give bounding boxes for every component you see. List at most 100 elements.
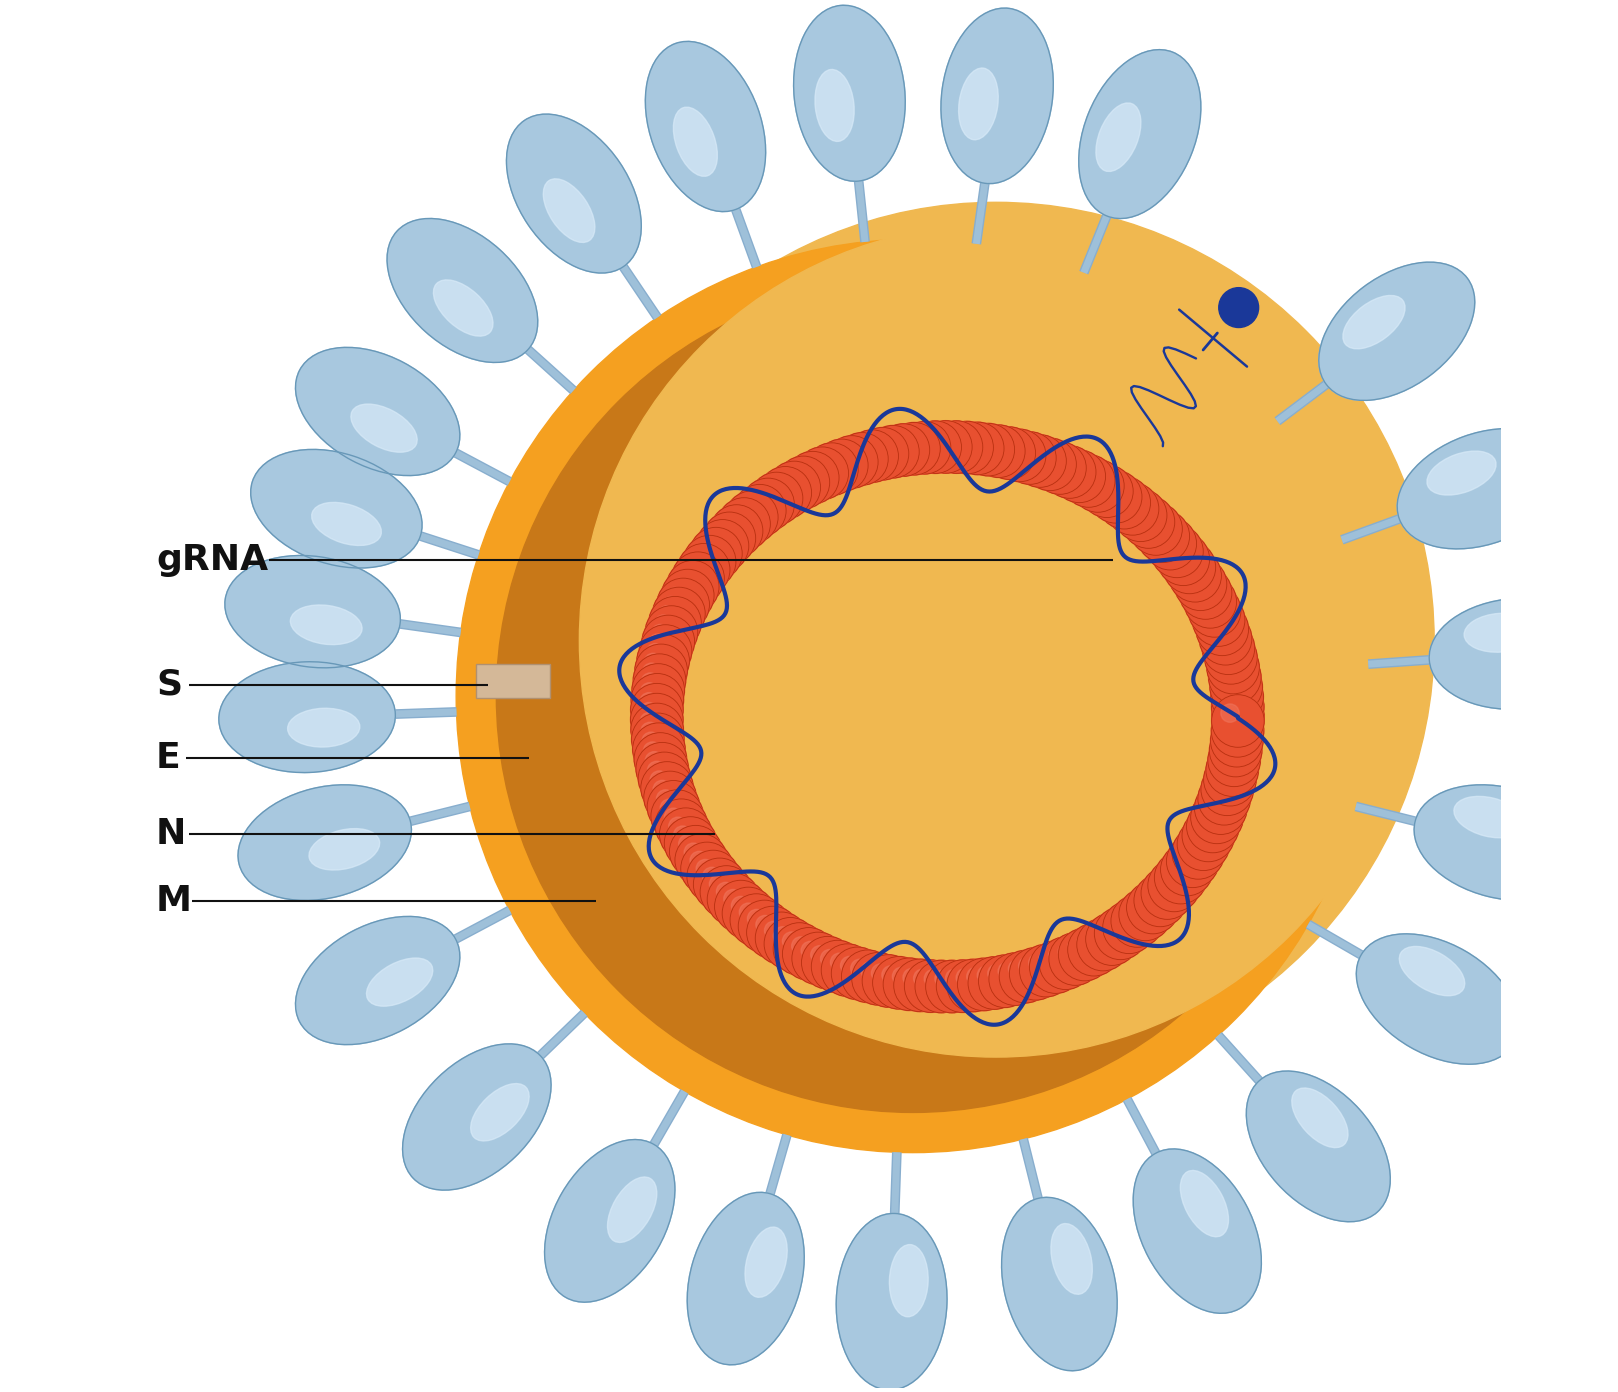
Circle shape — [1197, 594, 1217, 612]
Circle shape — [1146, 519, 1165, 537]
Circle shape — [712, 521, 731, 540]
Circle shape — [660, 799, 678, 817]
Circle shape — [568, 330, 1283, 1044]
Circle shape — [870, 654, 955, 738]
Ellipse shape — [837, 1214, 947, 1391]
Ellipse shape — [1002, 1197, 1116, 1371]
Circle shape — [570, 220, 1416, 1065]
Circle shape — [678, 835, 697, 853]
Circle shape — [1210, 661, 1262, 714]
Circle shape — [1086, 913, 1137, 966]
Circle shape — [681, 842, 733, 895]
Circle shape — [846, 430, 898, 483]
Circle shape — [722, 887, 775, 940]
Circle shape — [604, 356, 1256, 1011]
Circle shape — [872, 956, 925, 1009]
Circle shape — [1129, 503, 1183, 555]
Circle shape — [646, 390, 1225, 969]
Circle shape — [940, 422, 993, 473]
Circle shape — [845, 441, 864, 461]
Circle shape — [880, 572, 1050, 741]
Circle shape — [671, 551, 725, 604]
Circle shape — [963, 423, 1014, 476]
Circle shape — [1212, 704, 1264, 757]
Circle shape — [689, 852, 709, 870]
Circle shape — [744, 468, 1152, 876]
Circle shape — [853, 550, 1071, 768]
Circle shape — [862, 955, 914, 1008]
Circle shape — [781, 496, 1125, 838]
Ellipse shape — [1095, 103, 1141, 171]
Circle shape — [631, 379, 1235, 983]
Circle shape — [746, 906, 799, 959]
Circle shape — [1217, 743, 1236, 761]
Circle shape — [1115, 489, 1167, 541]
Circle shape — [971, 433, 990, 451]
Circle shape — [809, 516, 1102, 810]
Circle shape — [788, 501, 1118, 831]
Circle shape — [751, 487, 770, 505]
Circle shape — [1209, 724, 1262, 777]
Circle shape — [1186, 827, 1205, 845]
Circle shape — [563, 212, 1424, 1072]
Ellipse shape — [1052, 1224, 1092, 1295]
Ellipse shape — [403, 1044, 552, 1190]
Ellipse shape — [688, 1193, 804, 1364]
Circle shape — [1039, 949, 1057, 969]
Circle shape — [760, 479, 1139, 859]
Circle shape — [649, 633, 667, 653]
Circle shape — [456, 239, 1369, 1153]
Circle shape — [650, 337, 1291, 977]
Circle shape — [1186, 800, 1239, 853]
Ellipse shape — [225, 555, 400, 668]
Circle shape — [725, 440, 1183, 898]
Circle shape — [1123, 496, 1175, 548]
Circle shape — [1157, 869, 1175, 887]
Ellipse shape — [296, 348, 460, 476]
Ellipse shape — [218, 661, 395, 773]
Circle shape — [1196, 603, 1249, 656]
Circle shape — [1210, 671, 1264, 724]
Circle shape — [670, 365, 1262, 956]
Ellipse shape — [1133, 1148, 1262, 1313]
Circle shape — [1214, 640, 1233, 660]
Circle shape — [637, 310, 1320, 994]
Circle shape — [560, 324, 1288, 1051]
Circle shape — [895, 583, 1039, 727]
Circle shape — [832, 947, 883, 999]
Circle shape — [660, 807, 712, 860]
Ellipse shape — [471, 1083, 529, 1141]
Circle shape — [830, 954, 849, 972]
Circle shape — [720, 436, 1186, 902]
Circle shape — [650, 771, 668, 789]
Circle shape — [654, 781, 671, 799]
Circle shape — [992, 436, 1011, 454]
Circle shape — [620, 292, 1338, 1011]
Circle shape — [710, 505, 762, 557]
Ellipse shape — [296, 916, 460, 1044]
Circle shape — [662, 569, 714, 622]
Circle shape — [1154, 526, 1171, 546]
Circle shape — [693, 544, 710, 562]
Circle shape — [1201, 800, 1218, 818]
Circle shape — [1204, 753, 1256, 806]
Circle shape — [657, 578, 709, 631]
Circle shape — [1215, 753, 1233, 771]
Circle shape — [835, 445, 853, 464]
Circle shape — [608, 267, 1367, 1025]
Circle shape — [667, 406, 1209, 948]
Circle shape — [812, 568, 1045, 802]
Circle shape — [861, 962, 879, 980]
Circle shape — [743, 494, 760, 512]
Circle shape — [1013, 441, 1031, 459]
Circle shape — [531, 302, 1309, 1079]
Circle shape — [1173, 550, 1191, 569]
Circle shape — [1218, 660, 1236, 679]
Circle shape — [694, 401, 1225, 930]
Ellipse shape — [646, 42, 765, 212]
Ellipse shape — [434, 280, 493, 335]
Circle shape — [631, 713, 684, 766]
Circle shape — [882, 966, 900, 984]
Circle shape — [731, 454, 1167, 889]
Circle shape — [832, 533, 1087, 789]
